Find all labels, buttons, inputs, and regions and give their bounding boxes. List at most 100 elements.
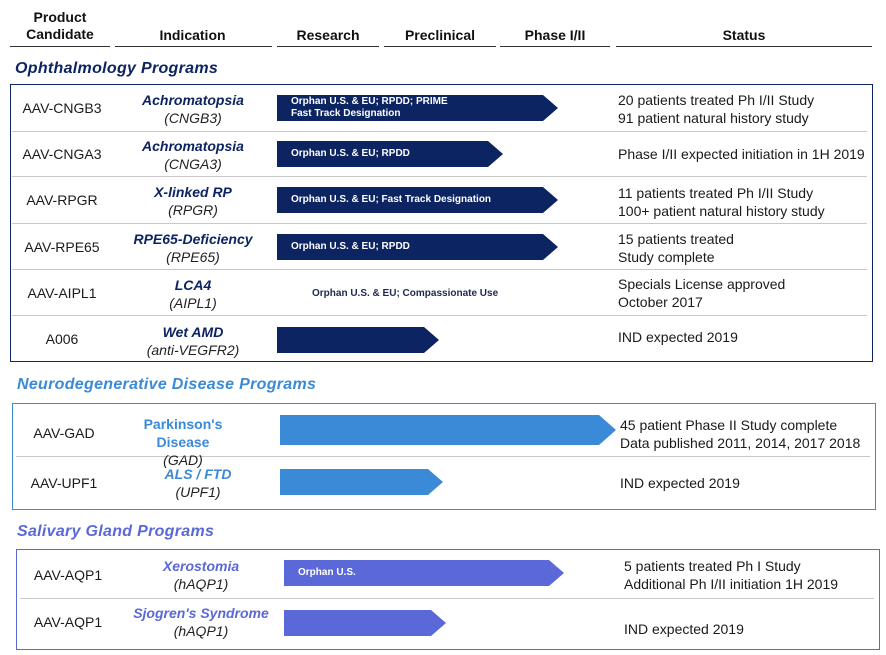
arrow-label: Orphan U.S. & EU; RPDD; PRIME — [291, 96, 448, 107]
row-divider — [16, 456, 870, 457]
status-line: 11 patients treated Ph I/II Study — [618, 185, 814, 201]
status-line: IND expected 2019 — [618, 329, 738, 345]
status-line: IND expected 2019 — [620, 475, 740, 491]
header-research: Research — [296, 27, 360, 43]
candidate-aav-aipl1: AAV-AIPL1 — [27, 285, 97, 301]
status-aav-cngb3: 20 patients treated Ph I/II Study 91 pat… — [618, 91, 814, 127]
status-line: 100+ patient natural history study — [618, 203, 825, 219]
section-title-ophthalmology: Ophthalmology Programs — [15, 60, 219, 77]
status-line: Additional Ph I/II initiation 1H 2019 — [624, 576, 839, 592]
indication-name: ALS / FTD — [164, 466, 232, 482]
indication-name: X-linked RP — [154, 184, 232, 200]
status-line: IND expected 2019 — [624, 621, 744, 637]
indication-lca4: LCA4 (AIPL1) — [118, 276, 268, 312]
status-line: 15 patients treated — [618, 231, 734, 247]
indication-gene: (AIPL1) — [169, 295, 217, 311]
status-line: 20 patients treated Ph I/II Study — [618, 92, 815, 108]
section-title-neuro: Neurodegenerative Disease Programs — [17, 376, 317, 393]
row-divider — [12, 223, 867, 224]
candidate-aav-rpgr: AAV-RPGR — [26, 192, 98, 208]
progress-arrow-aav-aqp1-sjogrens — [284, 610, 446, 636]
header-phase: Phase I/II — [524, 27, 586, 43]
header-underline-research — [277, 46, 379, 47]
progress-arrow-aav-gad — [280, 415, 616, 445]
status-aav-upf1: IND expected 2019 — [620, 474, 740, 492]
arrow-label: Fast Track Designation — [291, 108, 401, 119]
indication-rpe65-deficiency: RPE65-Deficiency (RPE65) — [118, 230, 268, 266]
candidate-aav-aqp1-sjogrens: AAV-AQP1 — [33, 614, 103, 630]
status-line: 5 patients treated Ph I Study — [624, 558, 801, 574]
indication-name: Parkinson's Disease — [143, 416, 223, 450]
section-box-neuro — [12, 403, 876, 510]
status-aav-rpe65: 15 patients treated Study complete — [618, 230, 734, 266]
header-underline-preclinical — [384, 46, 496, 47]
candidate-aav-cngb3: AAV-CNGB3 — [22, 100, 102, 116]
section-title-salivary: Salivary Gland Programs — [17, 523, 215, 540]
indication-name: RPE65-Deficiency — [133, 231, 253, 247]
indication-xerostomia: Xerostomia (hAQP1) — [126, 557, 276, 593]
status-aav-aipl1: Specials License approved October 2017 — [618, 275, 785, 311]
indication-name: Wet AMD — [162, 324, 224, 340]
status-aav-gad: 45 patient Phase II Study complete Data … — [620, 416, 860, 452]
row-divider — [20, 598, 874, 599]
indication-gene: (hAQP1) — [173, 623, 229, 639]
header-product-line1: Product — [33, 9, 87, 25]
row-divider — [12, 269, 867, 270]
progress-arrow-a006 — [277, 327, 439, 353]
indication-achromatopsia-cngb3: Achromatopsia (CNGB3) — [118, 91, 268, 127]
progress-arrow-aav-aqp1-xerostomia: Orphan U.S. — [284, 560, 564, 586]
status-aav-cnga3: Phase I/II expected initiation in 1H 201… — [618, 145, 865, 163]
status-line: Data published 2011, 2014, 2017 2018 — [620, 435, 861, 451]
header-indication: Indication — [159, 27, 226, 43]
header-underline-phase — [500, 46, 610, 47]
arrow-label: Orphan U.S. & EU; RPDD — [291, 148, 410, 159]
row-divider — [12, 131, 867, 132]
progress-arrow-aav-rpe65: Orphan U.S. & EU; RPDD — [277, 234, 558, 260]
candidate-a006: A006 — [45, 331, 79, 347]
header-product-line2: Candidate — [26, 26, 94, 42]
status-line: 45 patient Phase II Study complete — [620, 417, 838, 433]
header-preclinical: Preclinical — [404, 27, 476, 43]
indication-wet-amd: Wet AMD (anti-VEGFR2) — [118, 323, 268, 359]
candidate-aav-upf1: AAV-UPF1 — [30, 475, 98, 491]
indication-gene: (CNGA3) — [164, 156, 222, 172]
indication-gene: (hAQP1) — [173, 576, 229, 592]
status-a006: IND expected 2019 — [618, 328, 738, 346]
status-aav-rpgr: 11 patients treated Ph I/II Study 100+ p… — [618, 184, 825, 220]
status-aav-aqp1-sjogrens: IND expected 2019 — [624, 620, 744, 638]
progress-arrow-aav-cngb3: Orphan U.S. & EU; RPDD; PRIME Fast Track … — [277, 95, 558, 121]
status-line: Specials License approved — [618, 276, 786, 292]
status-line: Phase I/II expected initiation in 1H 201… — [618, 146, 865, 162]
candidate-aav-gad: AAV-GAD — [33, 425, 95, 441]
row-divider — [12, 176, 867, 177]
progress-arrow-aav-upf1 — [280, 469, 443, 495]
indication-name: LCA4 — [174, 277, 212, 293]
candidate-aav-rpe65: AAV-RPE65 — [24, 239, 100, 255]
header-status: Status — [722, 27, 766, 43]
candidate-aav-cnga3: AAV-CNGA3 — [22, 146, 102, 162]
status-line: 91 patient natural history study — [618, 110, 809, 126]
indication-achromatopsia-cnga3: Achromatopsia (CNGA3) — [118, 137, 268, 173]
progress-arrow-aav-cnga3: Orphan U.S. & EU; RPDD — [277, 141, 503, 167]
status-line: October 2017 — [618, 294, 703, 310]
indication-name: Sjogren's Syndrome — [133, 605, 269, 621]
section-box-salivary — [16, 549, 880, 650]
arrow-label: Orphan U.S. & EU; RPDD — [291, 241, 410, 252]
status-line: Study complete — [618, 249, 715, 265]
header-underline-candidate — [10, 46, 110, 47]
arrow-label: Orphan U.S. & EU; Fast Track Designation — [291, 194, 492, 205]
indication-x-linked-rp: X-linked RP (RPGR) — [118, 183, 268, 219]
indication-gene: (anti-VEGFR2) — [146, 342, 240, 358]
candidate-aav-aqp1-xerostomia: AAV-AQP1 — [33, 567, 103, 583]
indication-gene: (RPGR) — [168, 202, 218, 218]
indication-name: Xerostomia — [162, 558, 240, 574]
arrow-label: Orphan U.S. — [298, 567, 356, 578]
header-product-candidate: Product Candidate — [10, 9, 110, 43]
progress-arrow-aav-rpgr: Orphan U.S. & EU; Fast Track Designation — [277, 187, 558, 213]
indication-sjogrens: Sjogren's Syndrome (hAQP1) — [126, 604, 276, 640]
indication-als-ftd: ALS / FTD (UPF1) — [118, 465, 278, 501]
row-divider — [12, 315, 867, 316]
indication-gene: (GAD) — [163, 452, 203, 468]
indication-name: Achromatopsia — [142, 92, 244, 108]
indication-gene: (UPF1) — [175, 484, 221, 500]
